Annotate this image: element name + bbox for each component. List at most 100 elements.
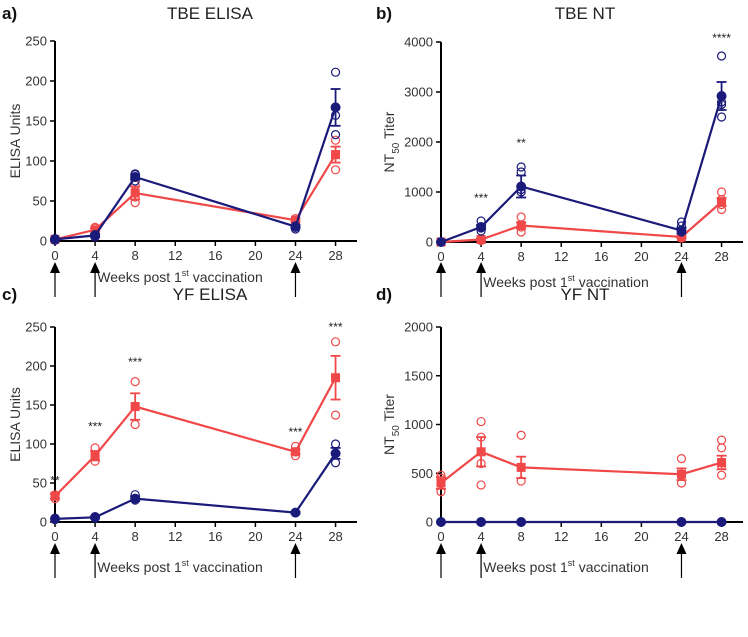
mean-marker — [676, 225, 687, 236]
vaccination-arrow-head — [290, 262, 301, 273]
y-label-main: NT — [381, 153, 397, 172]
mean-marker — [436, 478, 446, 488]
mean-marker — [476, 447, 486, 457]
x-tick-label: 24 — [288, 529, 302, 544]
vaccination-arrow-head — [676, 262, 687, 273]
y-axis-label: NT50 Titer — [381, 394, 402, 455]
chart-title: YF ELISA — [173, 285, 248, 304]
significance-label: *** — [329, 320, 343, 334]
x-label-main: Weeks post 1 — [97, 559, 182, 575]
y-label-main: ELISA Units — [7, 387, 23, 462]
x-label-main: Weeks post 1 — [483, 274, 568, 290]
mean-marker — [90, 230, 101, 241]
y-label-subscript: 50 — [391, 142, 402, 154]
mean-marker — [90, 225, 100, 235]
data-point — [516, 162, 526, 172]
vaccination-arrow-head — [436, 262, 446, 273]
x-tick-label: 0 — [51, 529, 58, 544]
significance-label: ** — [516, 136, 526, 150]
y-tick-label: 1500 — [404, 368, 433, 383]
vaccination-arrow-head — [436, 543, 446, 554]
x-axis-label: Weeks post 1st vaccination — [97, 268, 263, 285]
mean-marker — [331, 373, 341, 383]
vaccination-arrow-head — [476, 262, 487, 273]
chart-title: TBE NT — [555, 4, 615, 23]
mean-marker — [476, 222, 487, 232]
x-tick-label: 12 — [168, 248, 182, 263]
x-tick-label: 16 — [208, 248, 222, 263]
x-tick-label: 28 — [714, 249, 728, 264]
series-navy — [436, 51, 727, 247]
mean-marker — [130, 402, 140, 412]
x-tick-label: 28 — [328, 248, 342, 263]
mean-marker — [290, 221, 301, 232]
panel-letter: d) — [376, 285, 392, 304]
x-tick-label: 16 — [594, 529, 608, 544]
vaccination-arrow-head — [50, 262, 60, 273]
mean-marker — [290, 215, 300, 225]
y-axis-label: ELISA Units — [7, 387, 23, 462]
y-tick-label: 4000 — [404, 35, 433, 50]
x-tick-label: 12 — [168, 529, 182, 544]
mean-marker — [676, 232, 686, 242]
mean-marker — [516, 181, 527, 192]
y-tick-label: 100 — [25, 154, 47, 169]
y-label-subscript: 50 — [391, 425, 402, 437]
y-tick-label: 50 — [33, 194, 47, 209]
y-tick-label: 150 — [25, 114, 47, 129]
y-label-rest: Titer — [381, 394, 397, 425]
mean-marker — [676, 517, 687, 527]
panel-letter: a) — [2, 4, 17, 23]
x-tick-label: 4 — [91, 529, 98, 544]
x-tick-label: 12 — [554, 529, 568, 544]
x-tick-label: 24 — [674, 529, 688, 544]
data-point — [716, 112, 727, 122]
mean-marker — [130, 493, 141, 504]
mean-marker — [330, 448, 341, 459]
mean-marker — [717, 197, 727, 207]
data-point — [330, 337, 341, 347]
y-tick-label: 0 — [40, 234, 47, 249]
x-label-superscript: st — [568, 558, 576, 568]
y-tick-label: 150 — [25, 398, 47, 413]
significance-label: *** — [474, 191, 488, 205]
data-point — [330, 458, 341, 468]
mean-line — [440, 95, 723, 244]
y-tick-label: 1000 — [404, 185, 433, 200]
x-tick-label: 0 — [437, 529, 444, 544]
vaccination-arrow-head — [50, 543, 60, 554]
x-tick-label: 12 — [554, 249, 568, 264]
mean-marker — [290, 507, 301, 518]
x-tick-label: 20 — [248, 248, 262, 263]
mean-marker — [50, 234, 60, 245]
series-navy — [50, 67, 341, 245]
vaccination-arrow-head — [676, 543, 687, 554]
data-point — [130, 419, 140, 430]
mean-marker — [90, 451, 100, 461]
data-point — [516, 212, 526, 222]
chart-title: TBE ELISA — [167, 4, 254, 23]
series-navy — [50, 439, 341, 525]
y-tick-label: 0 — [40, 515, 47, 530]
y-tick-label: 0 — [426, 235, 433, 250]
panel-a: a) TBE ELISA 0 50 100 150 200 250 0 4 8 12 16 20 24 28 E… — [2, 4, 357, 297]
y-axis-label: ELISA Units — [7, 104, 23, 179]
mean-marker — [130, 172, 141, 182]
mean-marker — [717, 458, 727, 468]
panel-letter: b) — [376, 4, 392, 23]
y-tick-label: 100 — [25, 437, 47, 452]
x-label-main: Weeks post 1 — [97, 269, 182, 285]
vaccination-arrow-head — [476, 543, 487, 554]
significance-label: *** — [128, 355, 142, 369]
x-tick-label: 8 — [132, 248, 139, 263]
y-tick-label: 50 — [33, 476, 47, 491]
x-tick-label: 4 — [477, 249, 484, 264]
x-label-rest: vaccination — [189, 269, 263, 285]
significance-label: ** — [50, 474, 60, 488]
y-tick-label: 2000 — [404, 320, 433, 335]
mean-marker — [436, 237, 446, 247]
data-point — [516, 430, 526, 440]
panel-b: b) TBE NT 0 1000 2000 3000 4000 0 4 8 12 16 20 24 28 NT… — [376, 4, 743, 297]
series-red — [436, 416, 727, 497]
